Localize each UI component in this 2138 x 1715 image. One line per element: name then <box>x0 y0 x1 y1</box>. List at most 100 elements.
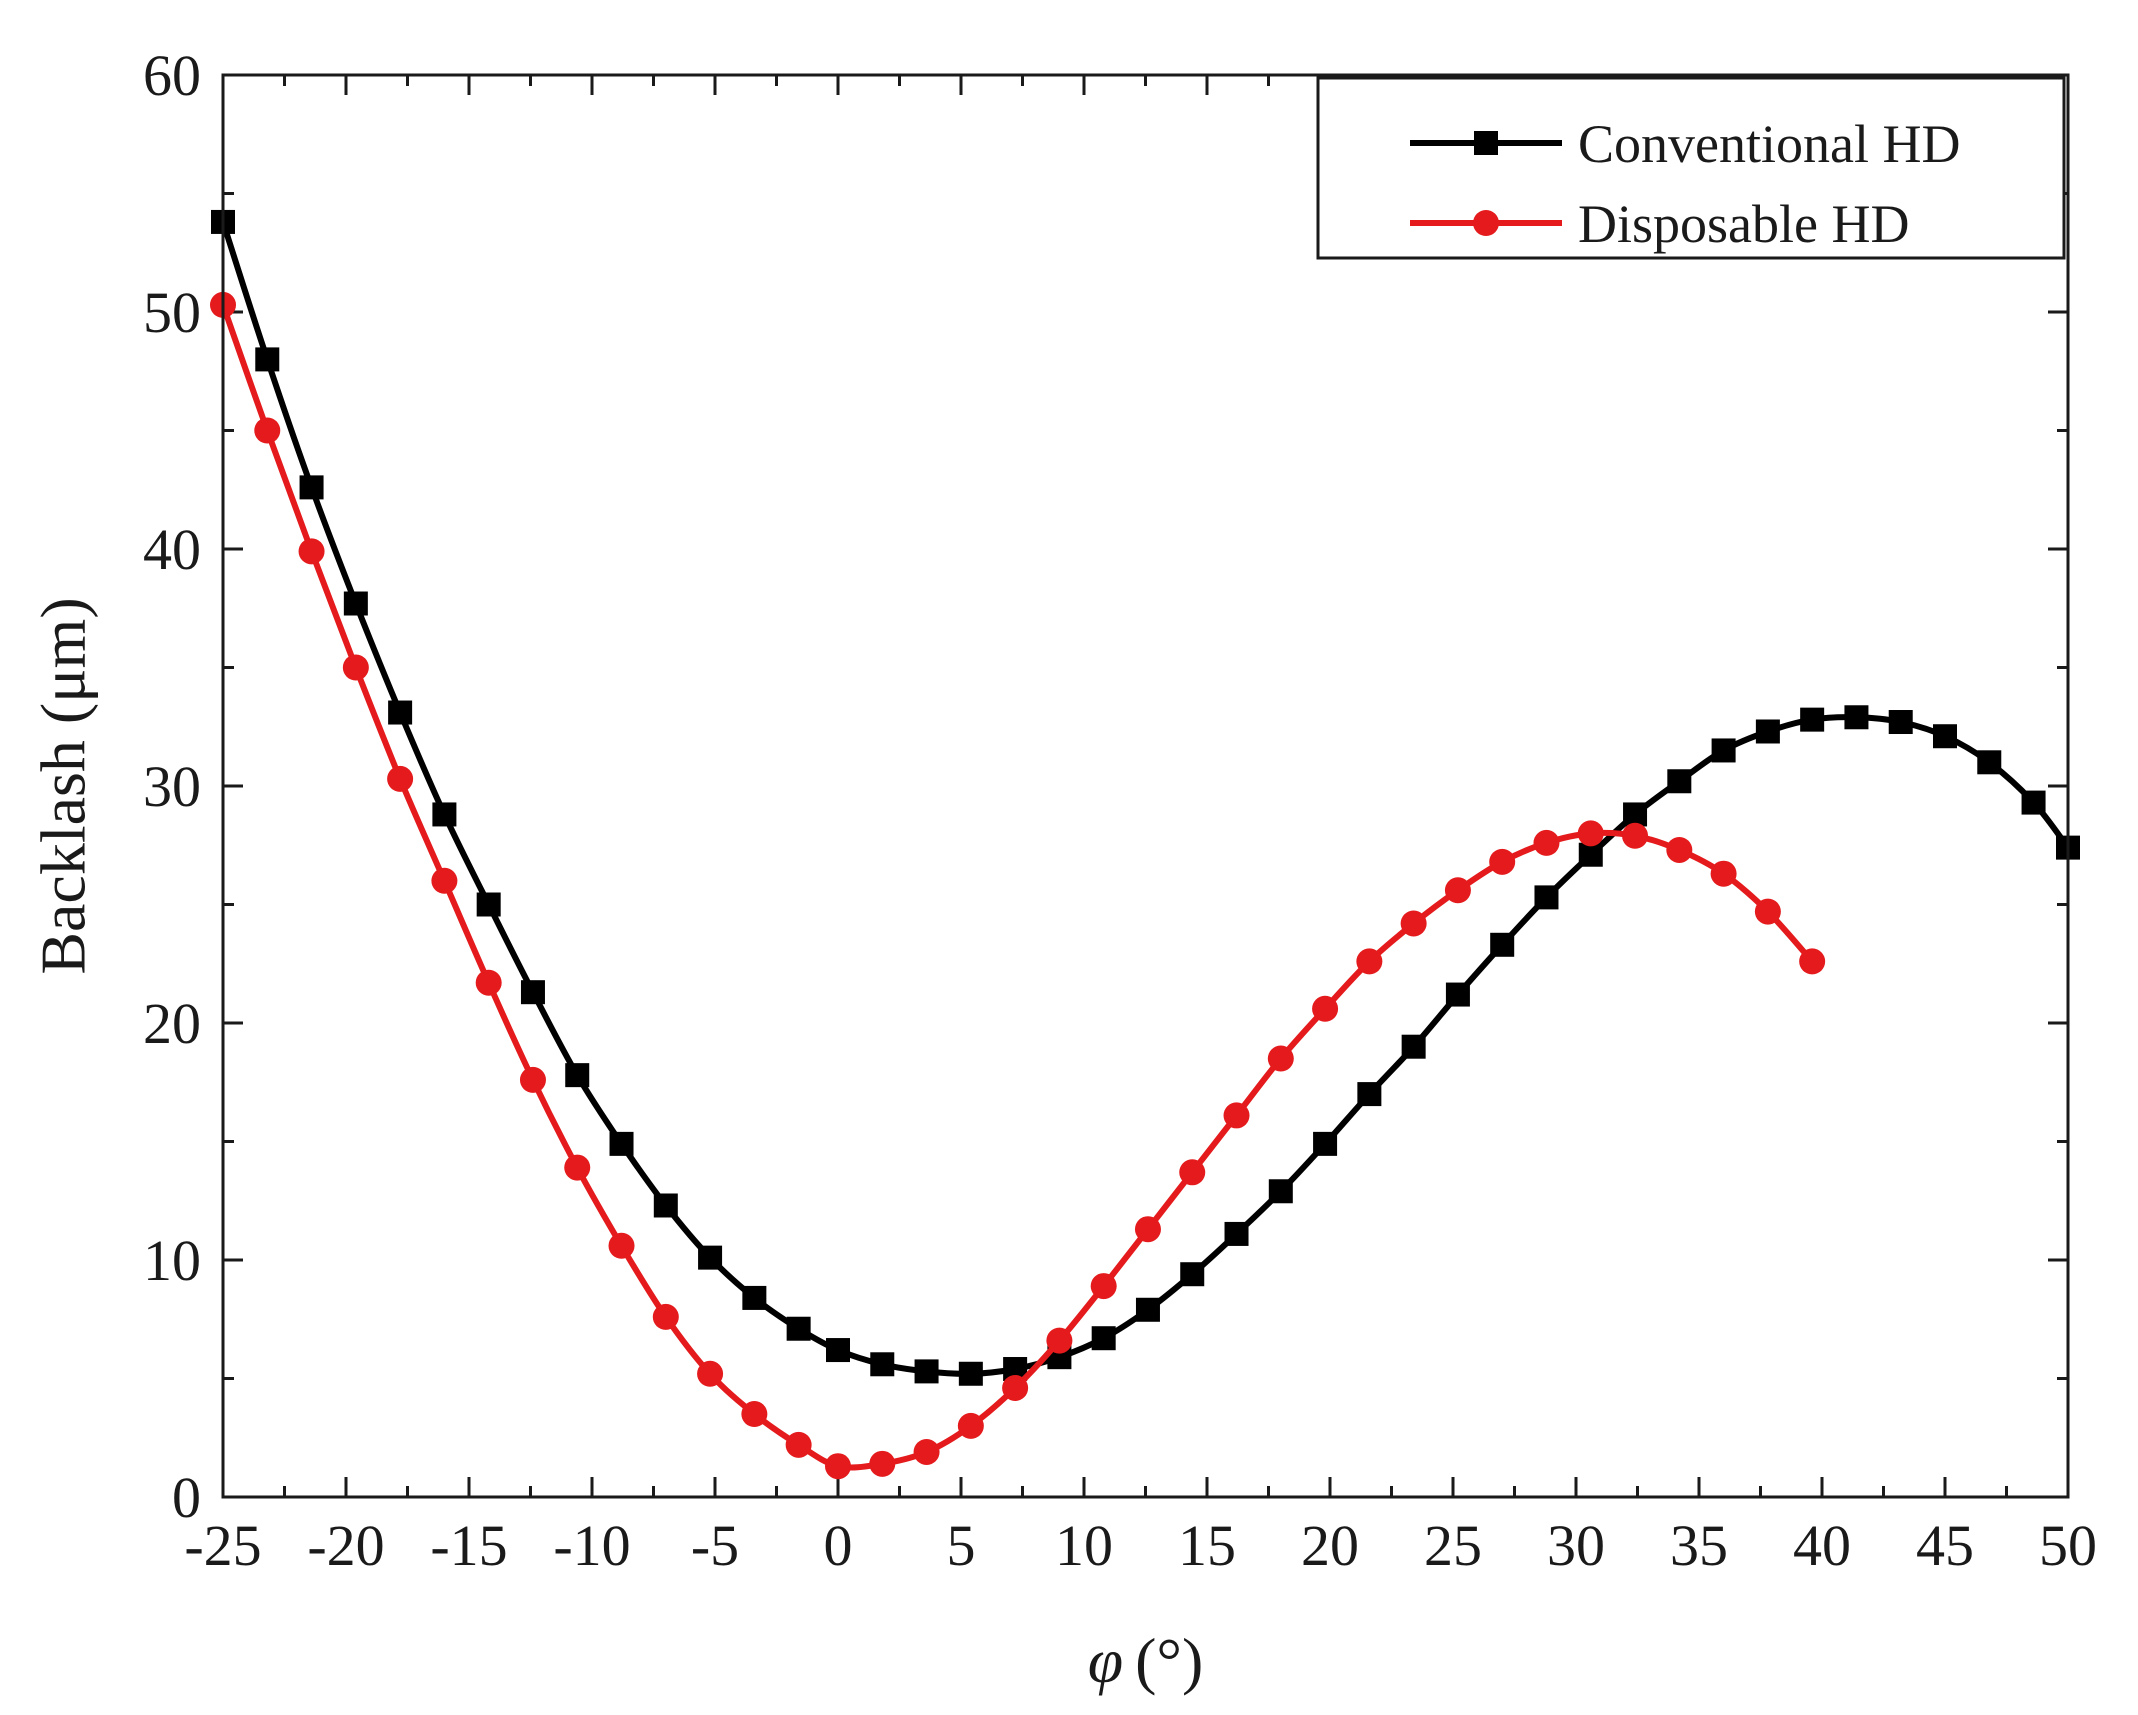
disposable-hd-point <box>1489 848 1516 875</box>
x-tick-label: 0 <box>824 1513 853 1578</box>
conventional-hd-point <box>476 892 501 917</box>
disposable-hd-point <box>1577 820 1604 847</box>
conventional-hd-point <box>958 1361 983 1386</box>
conventional-hd-point <box>1711 738 1736 763</box>
disposable-hd-point <box>1179 1159 1206 1186</box>
disposable-hd-point <box>298 538 325 565</box>
y-tick-label: 40 <box>143 517 201 582</box>
x-tick-label: 25 <box>1424 1513 1482 1578</box>
x-tick-label: 5 <box>947 1513 976 1578</box>
disposable-hd-point <box>564 1154 591 1181</box>
disposable-hd-point <box>1622 822 1649 849</box>
disposable-hd-point <box>431 867 458 894</box>
conventional-hd-point <box>1977 750 2002 775</box>
legend-marker-disposable-hd <box>1473 210 1499 236</box>
x-tick-label: 30 <box>1547 1513 1605 1578</box>
conventional-hd-point <box>609 1131 634 1156</box>
x-tick-label: -20 <box>307 1513 384 1578</box>
disposable-hd-point <box>387 765 414 792</box>
series-layer <box>210 209 2080 1480</box>
conventional-hd-point <box>742 1285 767 1310</box>
x-axis-title: φ (°) <box>1088 1625 1204 1696</box>
conventional-hd-point <box>1755 719 1780 744</box>
x-tick-label: -10 <box>553 1513 630 1578</box>
y-tick-label: 50 <box>143 280 201 345</box>
conventional-hd-point <box>1534 885 1559 910</box>
x-tick-label: -5 <box>691 1513 739 1578</box>
disposable-hd-point <box>741 1401 768 1428</box>
conventional-hd-point <box>1180 1262 1205 1287</box>
legend-label-disposable-hd: Disposable HD <box>1578 194 1909 254</box>
plot-frame <box>221 73 2070 1499</box>
disposable-hd-point <box>697 1360 724 1387</box>
conventional-hd-point <box>1933 724 1957 749</box>
disposable-hd-point <box>1046 1327 1073 1354</box>
conventional-hd-point <box>1623 802 1648 827</box>
conventional-hd-point <box>870 1352 895 1377</box>
conventional-hd-point <box>432 802 457 827</box>
tick-labels: -25 -20 -15 -10 -5 0 5 10 15 20 25 30 35 40 45 50 0 10 20 3… <box>143 43 2097 1578</box>
conventional-hd-point <box>1667 769 1692 794</box>
conventional-hd-point <box>343 591 368 616</box>
conventional-hd-point <box>2021 790 2046 815</box>
conventional-hd-point <box>698 1245 723 1270</box>
conventional-hd-point <box>1268 1179 1293 1204</box>
y-tick-label: 60 <box>143 43 201 108</box>
disposable-hd-point <box>1223 1102 1250 1129</box>
conventional-hd-point <box>388 700 413 725</box>
legend-box <box>1316 76 2066 260</box>
conventional-hd-point <box>1490 932 1515 957</box>
x-tick-label: -25 <box>184 1513 261 1578</box>
legend: Conventional HD Disposable HD <box>1316 76 2066 260</box>
x-axis-unit: (°) <box>1135 1625 1203 1696</box>
legend-label-conventional-hd: Conventional HD <box>1578 114 1960 174</box>
disposable-hd-point <box>1267 1045 1294 1072</box>
disposable-hd-point <box>957 1412 984 1439</box>
conventional-hd-point <box>1800 707 1825 732</box>
x-tick-label: 10 <box>1055 1513 1113 1578</box>
conventional-hd-point <box>786 1316 811 1341</box>
disposable-hd-point <box>1002 1374 1029 1401</box>
disposable-hd-point <box>254 417 281 444</box>
disposable-hd-point <box>1799 948 1826 975</box>
conventional-hd-point <box>1578 842 1603 867</box>
disposable-hd-point <box>342 654 369 681</box>
series-conventional-hd <box>211 209 2080 1386</box>
conventional-hd-point <box>565 1063 590 1088</box>
conventional-hd-point <box>255 347 280 372</box>
conventional-hd-point <box>1401 1034 1426 1059</box>
conventional-hd-point <box>1135 1297 1160 1322</box>
disposable-hd-point <box>869 1450 896 1477</box>
disposable-hd-point <box>1356 948 1383 975</box>
y-tick-label: 20 <box>143 991 201 1056</box>
y-axis-title: Backlash (μm) <box>27 597 98 974</box>
conventional-hd-point <box>1357 1082 1382 1107</box>
disposable-hd-point <box>608 1232 635 1259</box>
x-tick-label: 15 <box>1178 1513 1236 1578</box>
conventional-hd-point <box>520 980 545 1005</box>
disposable-hd-point <box>825 1453 851 1480</box>
disposable-hd-point <box>1312 995 1339 1022</box>
conventional-hd-point <box>1091 1326 1116 1351</box>
disposable-hd-point <box>1533 829 1560 856</box>
x-tick-label: 40 <box>1793 1513 1851 1578</box>
y-tick-label: 0 <box>172 1465 201 1530</box>
legend-item-disposable-hd: Disposable HD <box>1410 194 1909 254</box>
disposable-hd-point <box>913 1438 940 1465</box>
conventional-hd-point <box>1445 982 1470 1007</box>
disposable-hd-point <box>785 1431 812 1458</box>
disposable-hd-point <box>1090 1273 1117 1300</box>
conventional-hd-point <box>653 1193 678 1218</box>
y-tick-label: 30 <box>143 754 201 819</box>
conventional-hd-point <box>826 1338 850 1363</box>
disposable-hd-point <box>1400 910 1427 937</box>
disposable-hd-point <box>1444 877 1471 904</box>
disposable-hd-point <box>1754 898 1781 925</box>
conventional-hd-point <box>1888 710 1913 735</box>
x-tick-label: 45 <box>1916 1513 1974 1578</box>
disposable-hd-point <box>1666 836 1693 863</box>
disposable-hd-point <box>652 1303 679 1330</box>
conventional-hd-point <box>299 475 324 500</box>
